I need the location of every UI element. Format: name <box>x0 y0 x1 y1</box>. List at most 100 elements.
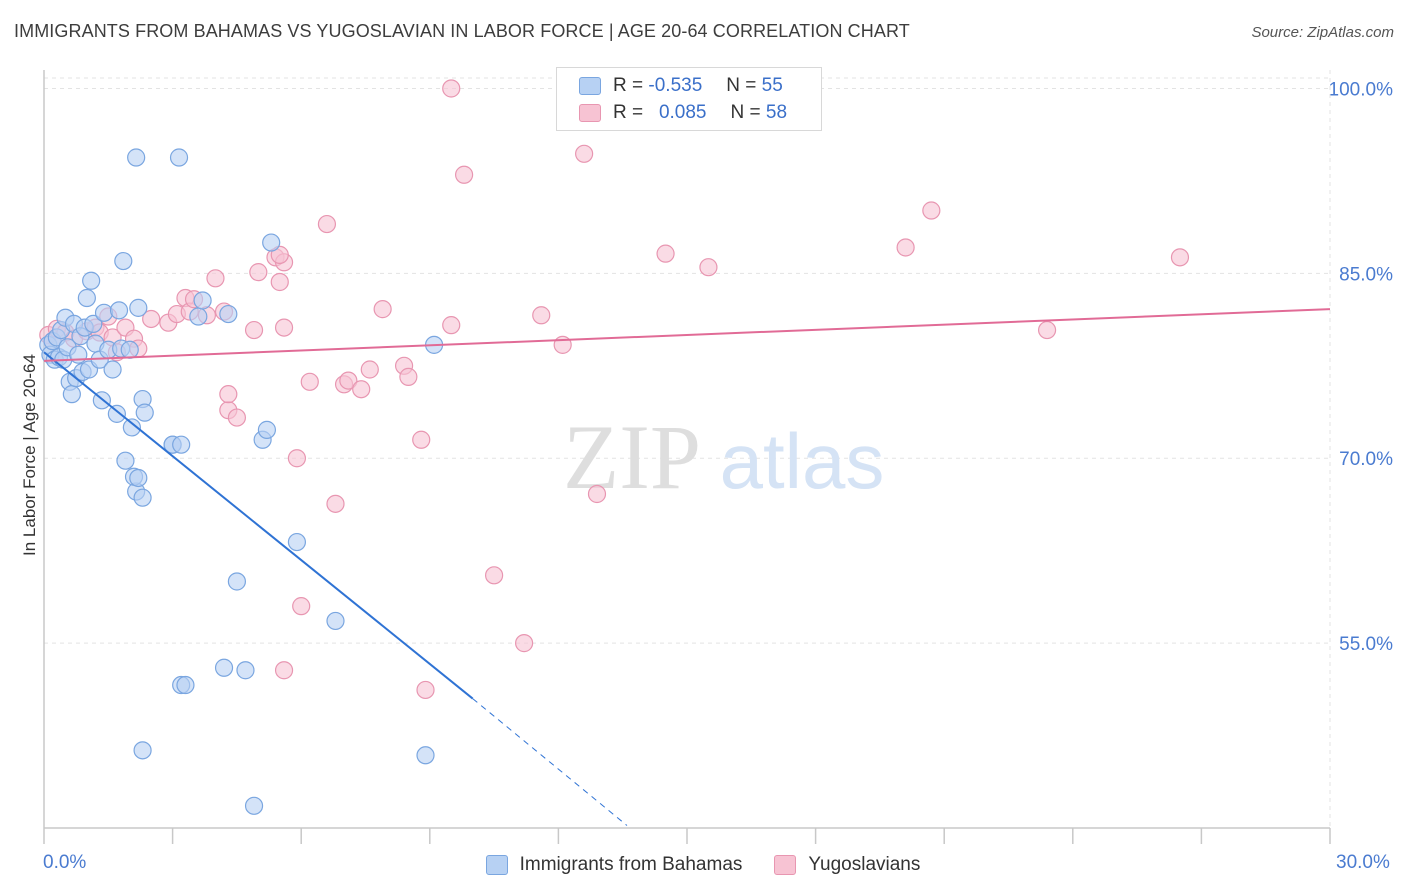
yugoslavians-point <box>454 165 474 184</box>
yugoslavians-point <box>399 367 418 386</box>
yugoslavians-point <box>373 300 392 319</box>
yugoslavians-point <box>244 320 264 340</box>
n-label: N = <box>726 75 757 96</box>
yugoslavians-point <box>300 372 319 391</box>
yugoslavians-point <box>485 566 504 585</box>
yugoslavians-point <box>352 380 371 399</box>
bahamas-point <box>189 307 208 326</box>
bahamas-point <box>257 420 277 439</box>
n-value: 55 <box>761 75 783 96</box>
bahamas-point <box>133 741 152 760</box>
stats-row-yugoslavians: R = 0.085 N = 58 <box>579 100 787 126</box>
yugoslavians-swatch <box>579 104 601 122</box>
yugoslavians-point <box>219 385 238 404</box>
bahamas-point <box>244 796 264 815</box>
yugoslavians-point <box>274 318 294 337</box>
legend-swatch-bahamas <box>485 855 508 875</box>
y-tick-label: 85.0% <box>1339 264 1393 285</box>
bahamas-point <box>82 271 101 290</box>
y-tick-label: 55.0% <box>1339 634 1393 655</box>
bahamas-point <box>62 385 81 404</box>
bahamas-point <box>416 746 435 765</box>
yugoslavians-point <box>442 316 461 335</box>
yugoslavians-point <box>270 272 289 292</box>
yugoslavians-point <box>587 484 607 504</box>
r-label: R = <box>613 102 644 123</box>
source-credit: Source: ZipAtlas.com <box>1251 24 1394 41</box>
bahamas-trendline-extension <box>472 698 628 826</box>
bahamas-trendline <box>43 351 474 700</box>
yugoslavians-point <box>326 494 345 513</box>
bahamas-point <box>122 418 141 437</box>
yugoslavians-point <box>922 201 941 220</box>
yugoslavians-point <box>227 408 246 427</box>
yugoslavians-trendline <box>43 308 1331 362</box>
yugoslavians-point <box>515 634 534 653</box>
legend: Immigrants from Bahamas Yugoslavians <box>0 852 1406 878</box>
watermark-zip: ZIP <box>563 406 701 508</box>
legend-swatch-yugoslavians <box>774 855 797 875</box>
watermark-atlas: atlas <box>720 417 885 505</box>
bahamas-point <box>193 291 212 310</box>
legend-label-bahamas: Immigrants from Bahamas <box>519 854 743 875</box>
bahamas-point <box>176 675 195 695</box>
yugoslavians-point <box>442 79 461 98</box>
bahamas-point <box>84 314 103 333</box>
yugoslavians-point <box>1037 320 1057 340</box>
bahamas-point <box>133 488 152 507</box>
stats-row-bahamas: R = -0.535 N = 55 <box>579 73 783 99</box>
bahamas-point <box>169 148 189 167</box>
bahamas-point <box>326 611 345 631</box>
bahamas-point <box>120 340 139 359</box>
r-value: 0.085 <box>658 102 707 123</box>
stats-box: R = -0.535 N = 55 R = 0.085 N = 58 <box>556 67 822 131</box>
y-tick-label: 100.0% <box>1329 79 1394 100</box>
yugoslavians-point <box>575 144 594 163</box>
yugoslavians-point <box>339 371 358 390</box>
bahamas-point <box>172 435 191 454</box>
yugoslavians-point <box>532 306 551 325</box>
bahamas-point <box>262 233 281 252</box>
r-label: R = <box>613 75 644 96</box>
bahamas-point <box>129 298 148 317</box>
bahamas-point <box>127 148 146 167</box>
yugoslavians-point <box>699 258 718 277</box>
yugoslavians-point <box>274 661 294 680</box>
yugoslavians-point <box>656 244 675 263</box>
n-label: N = <box>730 102 761 123</box>
legend-item-bahamas[interactable]: Immigrants from Bahamas <box>485 854 743 876</box>
bahamas-point <box>107 404 126 423</box>
bahamas-point <box>214 658 234 677</box>
x-tick-label-min: 0.0% <box>43 852 87 873</box>
yugoslavians-point <box>270 245 289 264</box>
yugoslavians-point <box>416 680 435 700</box>
yugoslavians-point <box>896 238 915 257</box>
legend-item-yugoslavians[interactable]: Yugoslavians <box>774 854 920 876</box>
x-tick-label-max: 30.0% <box>1336 852 1390 873</box>
bahamas-point <box>109 301 129 320</box>
bahamas-point <box>77 288 96 308</box>
bahamas-point <box>116 451 135 470</box>
bahamas-swatch <box>579 77 601 95</box>
yugoslavians-point <box>1170 248 1190 267</box>
yugoslavians-point <box>360 360 379 379</box>
n-value: 58 <box>765 102 788 123</box>
bahamas-point <box>236 661 255 680</box>
bahamas-point <box>94 303 114 322</box>
r-value: -0.535 <box>648 75 703 96</box>
bahamas-point <box>219 304 238 324</box>
bahamas-point <box>287 532 307 552</box>
yugoslavians-point <box>292 597 311 616</box>
yugoslavians-point <box>412 430 431 449</box>
bahamas-point <box>135 403 154 422</box>
y-tick-label: 70.0% <box>1339 449 1393 470</box>
chart-title: IMMIGRANTS FROM BAHAMAS VS YUGOSLAVIAN I… <box>14 21 910 41</box>
bahamas-point <box>129 468 148 488</box>
bahamas-point <box>103 360 122 379</box>
yugoslavians-point <box>287 449 307 468</box>
bahamas-point <box>227 572 246 591</box>
yugoslavians-point <box>317 214 337 234</box>
bahamas-point <box>114 251 133 271</box>
yugoslavians-point <box>206 269 225 288</box>
